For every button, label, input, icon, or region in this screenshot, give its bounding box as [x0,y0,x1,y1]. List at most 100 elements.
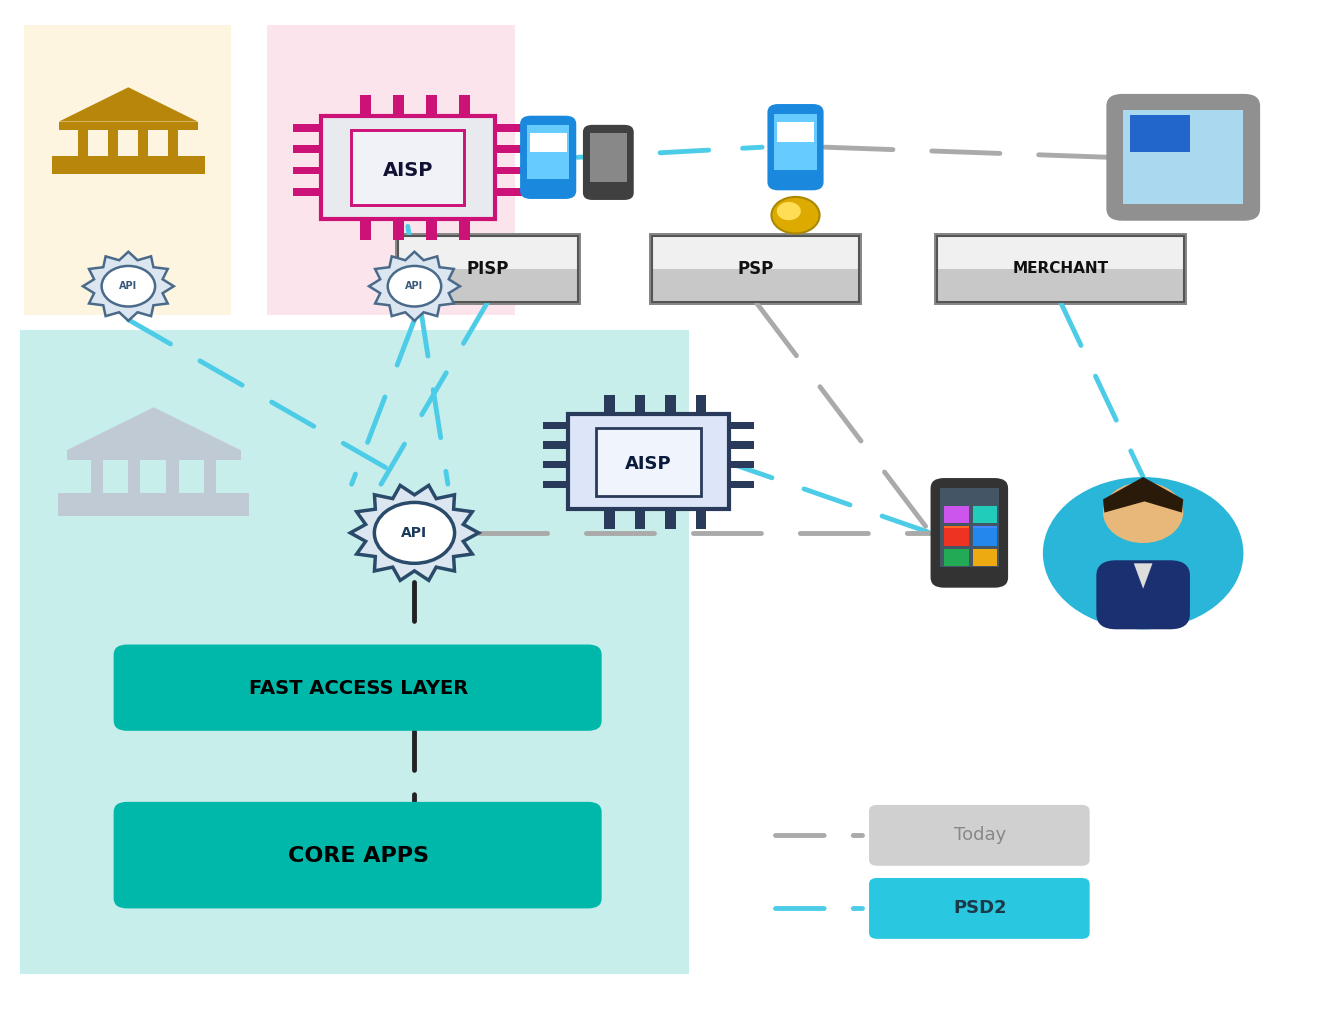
Bar [1123,111,1243,204]
FancyBboxPatch shape [936,269,1183,302]
Circle shape [777,202,801,220]
Bar [393,219,404,241]
Polygon shape [67,407,241,451]
Circle shape [1103,482,1183,543]
Bar [59,122,198,130]
Bar [774,114,817,171]
FancyBboxPatch shape [651,236,858,269]
Bar [459,95,471,116]
FancyBboxPatch shape [933,233,1186,304]
Bar [168,125,178,156]
Bar [944,548,968,566]
FancyBboxPatch shape [583,125,634,200]
Text: AISP: AISP [382,160,433,180]
FancyBboxPatch shape [869,878,1090,939]
FancyBboxPatch shape [20,330,689,974]
Polygon shape [1103,477,1183,513]
Polygon shape [59,87,198,122]
FancyBboxPatch shape [931,478,1008,588]
Text: MERCHANT: MERCHANT [1012,262,1108,276]
FancyBboxPatch shape [568,414,729,510]
Text: FAST ACCESS LAYER: FAST ACCESS LAYER [249,679,468,697]
Bar [936,236,1183,302]
FancyBboxPatch shape [648,233,861,304]
Circle shape [1043,477,1243,629]
Bar [972,527,997,544]
FancyBboxPatch shape [398,236,578,269]
Bar [203,455,215,493]
Text: Today: Today [953,826,1007,844]
Bar [777,123,814,142]
FancyBboxPatch shape [520,116,576,199]
Polygon shape [1134,563,1152,589]
Bar [495,166,523,175]
Bar [635,510,646,529]
Bar [67,451,241,460]
Bar [635,395,646,414]
Bar [393,95,404,116]
Bar [666,510,675,529]
Bar [543,461,568,468]
Bar [427,95,437,116]
Bar [972,528,997,545]
FancyBboxPatch shape [114,802,602,908]
Text: PSD2: PSD2 [953,899,1007,918]
Bar [459,219,471,241]
Bar [944,527,968,544]
Bar [360,95,372,116]
Bar [52,163,205,175]
Text: PISP: PISP [467,260,509,278]
Bar [59,502,249,516]
Bar [729,481,754,488]
FancyBboxPatch shape [398,269,578,302]
Bar [944,506,968,524]
Circle shape [388,266,441,307]
Bar [293,145,321,153]
FancyBboxPatch shape [352,130,464,205]
Bar [543,481,568,488]
Bar [91,455,103,493]
Bar [527,125,570,180]
Bar [972,548,997,566]
Bar [695,395,706,414]
Bar [495,145,523,153]
FancyBboxPatch shape [596,427,701,496]
FancyBboxPatch shape [651,269,858,302]
Polygon shape [83,252,174,321]
Bar [108,125,118,156]
Bar [666,395,675,414]
Bar [729,461,754,468]
FancyBboxPatch shape [1107,94,1259,221]
Bar [604,510,615,529]
Bar [52,156,205,163]
FancyBboxPatch shape [936,236,1183,269]
Text: AISP: AISP [626,456,671,473]
Bar [729,421,754,429]
Bar [590,134,627,183]
Bar [1130,115,1190,152]
Text: API: API [401,526,428,540]
FancyBboxPatch shape [1096,560,1190,629]
Bar [495,124,523,132]
Bar [427,219,437,241]
FancyBboxPatch shape [114,645,602,731]
Bar [166,455,179,493]
FancyBboxPatch shape [321,116,495,219]
Bar [293,188,321,196]
Bar [651,236,858,302]
Bar [139,125,148,156]
Text: CORE APPS: CORE APPS [287,845,429,866]
Bar [293,124,321,132]
Polygon shape [369,252,460,321]
Bar [944,528,968,545]
Bar [543,421,568,429]
Bar [128,455,140,493]
FancyBboxPatch shape [396,233,580,304]
Bar [495,188,523,196]
Circle shape [102,266,155,307]
Bar [543,442,568,449]
FancyBboxPatch shape [24,25,231,315]
Bar [695,510,706,529]
Bar [940,488,999,566]
Text: API: API [119,281,138,291]
